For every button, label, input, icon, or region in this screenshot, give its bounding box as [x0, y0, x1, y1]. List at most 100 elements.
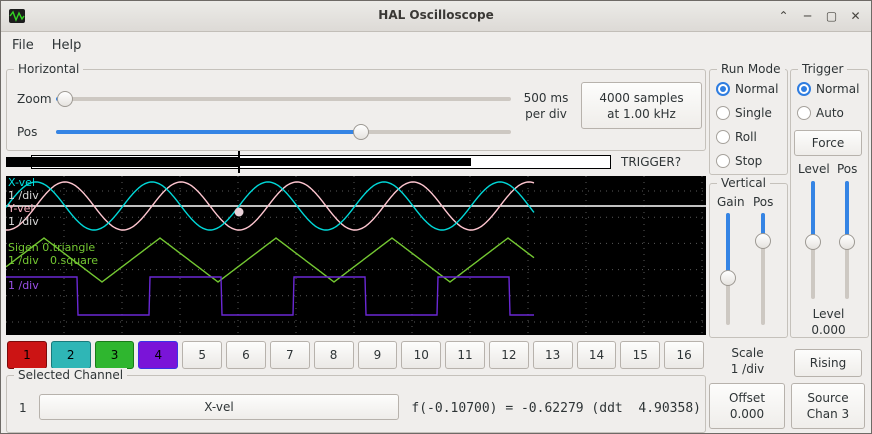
- channel-button-8[interactable]: 8: [313, 341, 354, 369]
- channel-button-5[interactable]: 5: [182, 341, 223, 369]
- channel-button-2[interactable]: 2: [50, 341, 91, 369]
- menu-file[interactable]: File: [12, 38, 34, 53]
- close-icon[interactable]: ✕: [850, 9, 861, 23]
- vertical-gain-fill: [726, 213, 730, 278]
- channel-button-11[interactable]: 11: [445, 341, 485, 369]
- timebase-unit: per div: [525, 107, 567, 121]
- channel-button-12[interactable]: 12: [488, 341, 529, 369]
- trigger-source-button[interactable]: Source Chan 3: [791, 383, 865, 429]
- vertical-gain-handle[interactable]: [720, 269, 736, 286]
- vertical-pos-col-label: Pos: [753, 195, 774, 209]
- menu-help[interactable]: Help: [51, 38, 82, 53]
- trigger-group: Trigger: [790, 62, 869, 338]
- radio-icon: [716, 106, 730, 120]
- force-button[interactable]: Force: [794, 130, 862, 156]
- window-title: HAL Oscilloscope: [378, 8, 494, 22]
- minimize-icon[interactable]: ─: [803, 9, 812, 23]
- samples-line1: 4000 samples: [599, 90, 684, 105]
- app-icon: [9, 8, 25, 24]
- scope-trace-sine: [6, 181, 535, 231]
- scope-channel-label: 1 /div: [8, 279, 39, 292]
- run-mode-option-label: Stop: [735, 154, 763, 168]
- channel-button-6[interactable]: 6: [226, 341, 266, 369]
- radio-icon: [716, 82, 730, 96]
- vertical-offset-value: 0.000: [729, 407, 765, 421]
- maximize-icon[interactable]: ▢: [825, 9, 838, 23]
- scope-channel-label: 1 /div: [8, 254, 39, 267]
- channel-button-3[interactable]: 3: [94, 341, 135, 369]
- vertical-offset-button[interactable]: Offset 0.000: [709, 383, 785, 429]
- run-mode-group: Run Mode: [709, 62, 788, 175]
- timebase-value: 500 ms: [523, 91, 569, 105]
- selected-channel-name: X-vel: [204, 400, 234, 414]
- scope-trace-triangle: [6, 237, 535, 283]
- slope-button-label: Rising: [809, 356, 847, 370]
- channel-button-4[interactable]: 4: [138, 341, 179, 369]
- channel-row: 1 2 3 4 5 6 7 8 9 10 11 12 13 14 15 16: [7, 341, 704, 369]
- vertical-pos-fill: [761, 213, 765, 241]
- zoom-slider-handle[interactable]: [57, 91, 74, 107]
- scope-trace-square: [6, 276, 534, 316]
- channel-button-10[interactable]: 10: [401, 341, 442, 369]
- trigger-level-caption: Level: [812, 307, 845, 321]
- timebase-readout: 500 ms per div: [515, 90, 577, 122]
- run-mode-option-label: Single: [735, 106, 772, 120]
- vertical-gain-slider[interactable]: [720, 213, 736, 325]
- zoom-slider-track: [56, 97, 511, 101]
- vertical-offset-caption: Offset: [728, 391, 766, 405]
- vertical-gain-col-label: Gain: [717, 195, 745, 209]
- samples-line2: at 1.00 kHz: [607, 106, 676, 121]
- trigger-level-readout: Level 0.000: [790, 306, 867, 338]
- shade-icon[interactable]: ⌃: [778, 9, 789, 23]
- pos-slider-handle[interactable]: [352, 124, 369, 140]
- selected-channel-index: 1: [19, 401, 27, 415]
- channel-button-16[interactable]: 16: [664, 341, 704, 369]
- channel-button-14[interactable]: 14: [576, 341, 617, 369]
- radio-icon: [797, 106, 811, 120]
- scope-waves: [6, 176, 706, 335]
- vertical-scale-value: 1 /div: [730, 362, 765, 376]
- scope-channel-label: 0.square: [50, 254, 98, 267]
- selected-channel-group-label: Selected Channel: [14, 368, 128, 382]
- slope-button[interactable]: Rising: [794, 349, 862, 377]
- trigger-group-label: Trigger: [798, 62, 848, 76]
- scope-trace-sine: [6, 181, 535, 231]
- channel-readout: f(-0.10700) = -0.62279 (ddt 4.90358): [411, 401, 701, 416]
- trigger-option-normal[interactable]: Normal: [797, 81, 859, 97]
- run-mode-option-single[interactable]: Single: [716, 105, 772, 121]
- run-mode-option-normal[interactable]: Normal: [716, 81, 778, 97]
- trigger-pos-handle[interactable]: [839, 234, 855, 251]
- trigger-pos-fill: [845, 181, 849, 243]
- timeline-strip[interactable]: [6, 151, 706, 173]
- channel-button-1[interactable]: 1: [7, 341, 47, 369]
- channel-button-9[interactable]: 9: [357, 341, 398, 369]
- scope-channel-label: Y-vel: [8, 202, 34, 215]
- selected-channel-name-button[interactable]: X-vel: [39, 394, 399, 420]
- vertical-pos-slider[interactable]: [755, 213, 771, 325]
- channel-button-13[interactable]: 13: [532, 341, 573, 369]
- vertical-pos-handle[interactable]: [755, 233, 771, 249]
- trigger-level-handle[interactable]: [805, 234, 821, 251]
- horizontal-group: Horizontal: [6, 62, 706, 151]
- channel-button-15[interactable]: 15: [620, 341, 661, 369]
- channel-button-7[interactable]: 7: [269, 341, 310, 369]
- trigger-option-auto[interactable]: Auto: [797, 105, 844, 121]
- zoom-slider[interactable]: [56, 91, 511, 107]
- trigger-pos-slider[interactable]: [839, 181, 855, 299]
- samples-button[interactable]: 4000 samples at 1.00 kHz: [581, 82, 702, 129]
- pos-label: Pos: [17, 125, 38, 139]
- vertical-pos-track: [761, 213, 765, 325]
- run-mode-option-stop[interactable]: Stop: [716, 153, 762, 169]
- titlebar[interactable]: HAL Oscilloscope ⌃ ─ ▢ ✕: [1, 1, 871, 32]
- trigger-point-marker: [234, 207, 244, 217]
- trigger-option-label: Auto: [816, 106, 844, 120]
- zoom-label: Zoom: [17, 92, 52, 106]
- run-mode-option-roll[interactable]: Roll: [716, 129, 757, 145]
- trigger-source-line1: Source: [807, 391, 849, 405]
- trigger-flag-label: TRIGGER?: [621, 155, 682, 169]
- trigger-level-slider[interactable]: [805, 181, 821, 299]
- scope-display[interactable]: X-vel 1 /div Y-vel 1 /div Sigen 0.triangle 1 …: [6, 176, 706, 335]
- radio-icon: [797, 82, 811, 96]
- pos-slider[interactable]: [56, 124, 511, 140]
